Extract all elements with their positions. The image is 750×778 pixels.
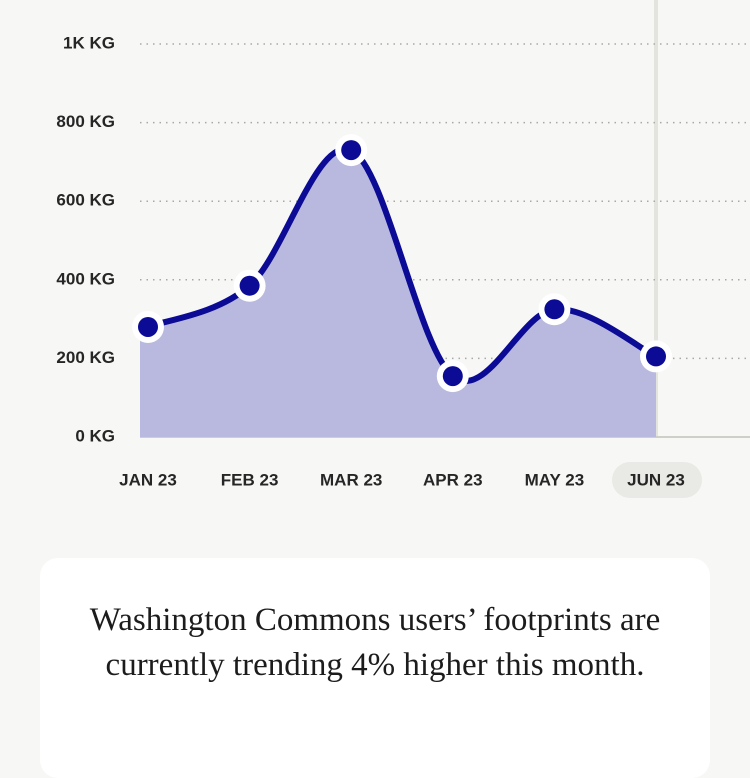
chart: 0 KG 200 KG 400 KG 600 KG 800 KG 1K KG JAN 23 F… [56, 0, 750, 498]
y-tick-label: 1K KG [63, 33, 115, 52]
x-tick-label: MAR 23 [320, 470, 382, 489]
y-tick-label: 200 KG [56, 348, 115, 367]
summary-card [40, 558, 710, 778]
y-tick-label: 0 KG [75, 426, 115, 445]
point [646, 346, 666, 367]
y-tick-label: 400 KG [56, 269, 115, 288]
point [442, 366, 463, 387]
x-tick-label: APR 23 [423, 470, 483, 489]
summary-text: Washington Commons users’ footprints are… [89, 602, 661, 683]
selected-pill [612, 462, 702, 498]
page: {"chart_data": {"type": "line", "categor… [56, 0, 750, 683]
point [544, 299, 565, 320]
x-tick-label: JAN 23 [119, 470, 177, 489]
y-tick-label: 600 KG [56, 191, 115, 210]
x-tick-label: FEB 23 [221, 470, 279, 489]
x-tick-label: MAY 23 [525, 470, 585, 489]
point [138, 316, 158, 337]
y-tick-label: 800 KG [56, 112, 115, 131]
point [341, 140, 362, 161]
area [140, 148, 656, 437]
point [239, 275, 260, 296]
x-tick-label: JUN 23 [627, 470, 685, 489]
